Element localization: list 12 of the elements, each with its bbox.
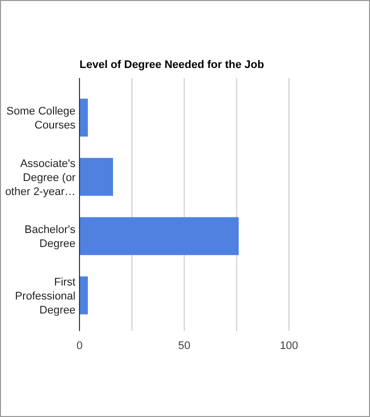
y-tick-label: First Professional Degree bbox=[14, 276, 76, 316]
x-tick-label: 50 bbox=[178, 340, 190, 352]
bar bbox=[80, 217, 239, 256]
bar bbox=[80, 158, 114, 196]
bar bbox=[80, 276, 88, 314]
y-tick-label: Some College Courses bbox=[6, 106, 76, 132]
chart-title: Level of Degree Needed for the Job bbox=[80, 59, 264, 71]
y-tick-label: Associate's Degree (or other 2-year… bbox=[5, 158, 76, 198]
y-tick-label: Bachelor's Degree bbox=[24, 224, 76, 250]
x-tick-label: 100 bbox=[280, 340, 298, 352]
bar bbox=[80, 98, 88, 137]
x-tick-label: 0 bbox=[76, 340, 83, 352]
